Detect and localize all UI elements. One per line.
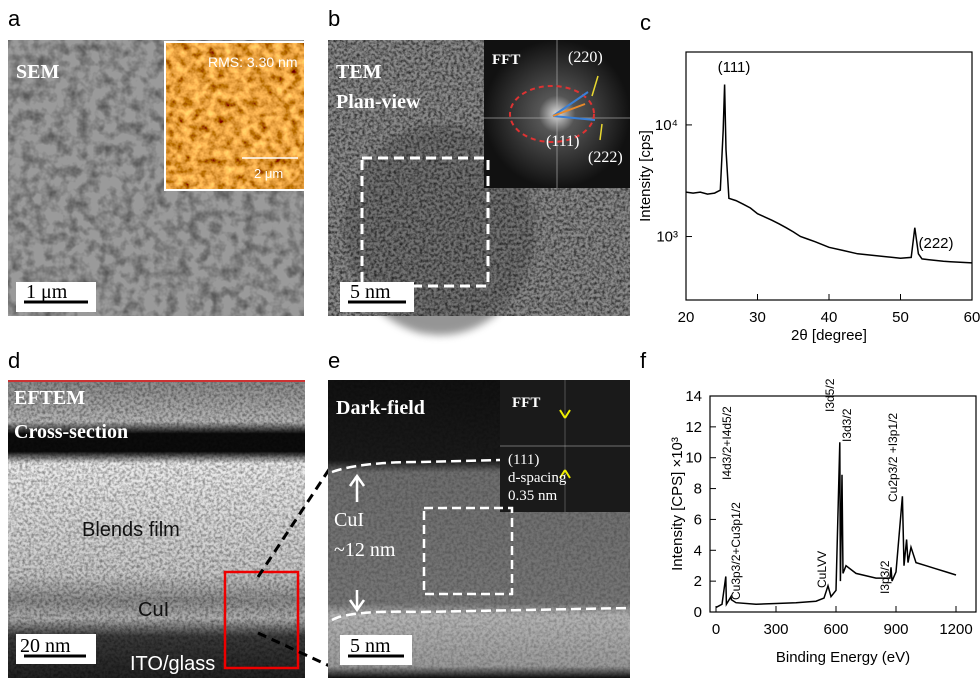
inset-label: FFT (492, 52, 520, 68)
peak-annotation: CuLVV (815, 551, 829, 588)
y-tick-label: 14 (685, 388, 702, 405)
scale-label: 5 nm (350, 635, 391, 657)
inset-label: 0.35 nm (508, 488, 558, 504)
image-label: Cross-section (14, 421, 128, 443)
inset-label: (222) (588, 149, 623, 166)
inset-label: RMS: 3.30 nm (208, 54, 297, 70)
x-tick-label: 900 (883, 621, 908, 638)
layer-label: ITO/glass (130, 653, 215, 675)
x-tick-label: 30 (749, 309, 766, 326)
peak-annotation: (111) (718, 59, 751, 76)
x-tick-label: 1200 (939, 621, 972, 638)
inset-label: (111) (546, 133, 579, 150)
dark-field-image (328, 380, 630, 678)
panel-label: f (640, 348, 647, 373)
x-tick-label: 50 (892, 309, 909, 326)
y-tick-label: 0 (694, 604, 702, 621)
peak-annotation: I3d5/2 (823, 378, 837, 412)
panel-label: e (328, 348, 340, 373)
image-label: Dark-field (336, 397, 425, 419)
x-tick-label: 0 (712, 621, 720, 638)
image-label: TEM (336, 61, 382, 83)
peak-annotation: Cu3p3/2+Cu3p1/2 (729, 502, 743, 600)
layer-label: ~12 nm (334, 539, 396, 561)
peak-annotation: I3d3/2 (840, 408, 854, 442)
peak-annotation: (222) (918, 235, 953, 252)
image-label: EFTEM (14, 387, 85, 409)
x-axis-label: 2θ [degree] (791, 327, 867, 344)
y-axis-label: Intensity [cps] (637, 130, 654, 222)
peak-annotation: Cu2p3/2 +I3p1/2 (886, 413, 900, 502)
panel-label: a (8, 6, 21, 31)
x-tick-label: 300 (763, 621, 788, 638)
y-tick-label: 12 (685, 419, 702, 436)
inset-label: FFT (512, 395, 540, 411)
panel-label: d (8, 348, 20, 373)
panel-label: c (640, 10, 651, 35)
peak-annotation: I3p3/2 (878, 560, 892, 594)
y-tick-label: 2 (694, 573, 702, 590)
data-line (716, 442, 956, 607)
peak-annotation: I4d3/2+I4d5/2 (720, 406, 734, 480)
image-label: SEM (16, 61, 59, 83)
layer-label: CuI (334, 509, 364, 531)
x-tick-label: 600 (823, 621, 848, 638)
scale-label: 5 nm (350, 281, 391, 303)
image-label: Plan-view (336, 91, 421, 113)
y-tick-label: 6 (694, 511, 702, 528)
scale-label: 1 μm (26, 281, 68, 303)
x-tick-label: 40 (821, 309, 838, 326)
y-tick-label: 10 (685, 450, 702, 467)
x-tick-label: 60 (964, 309, 980, 326)
y-tick-label: 4 (694, 542, 702, 559)
y-axis-label: Intensity [CPS] ×10³ (669, 437, 686, 571)
inset-label: (220) (568, 49, 603, 66)
x-tick-label: 20 (678, 309, 695, 326)
x-axis-label: Binding Energy (eV) (776, 649, 910, 666)
inset-label: d-spacing (508, 470, 567, 486)
y-tick-label: 10⁴ (655, 117, 678, 134)
y-tick-label: 8 (694, 481, 702, 498)
layer-label: Blends film (82, 519, 180, 541)
inset-label: (111) (508, 452, 539, 468)
plot-frame (686, 52, 972, 300)
scale-label: 20 nm (20, 635, 71, 657)
y-tick-label: 10³ (656, 229, 678, 246)
figure: a b c d e f SEM RMS: 3.30 nm 2 μm 1 μm T… (0, 0, 980, 678)
layer-label: CuI (138, 599, 169, 621)
scale-label: 2 μm (254, 166, 283, 181)
panel-label: b (328, 6, 340, 31)
